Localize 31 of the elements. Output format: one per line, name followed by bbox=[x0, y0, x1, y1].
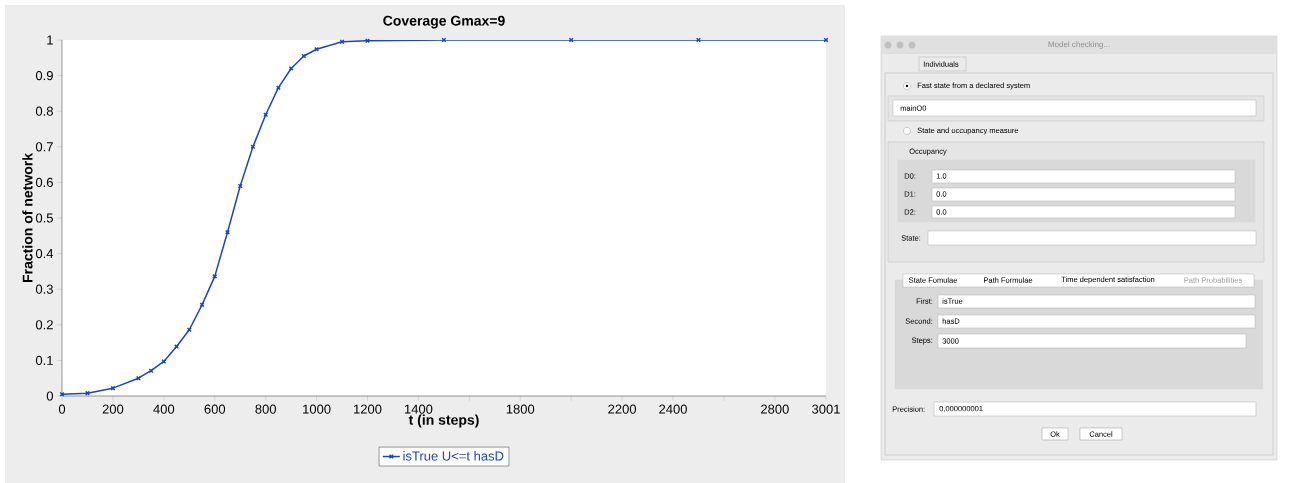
x-tick-label: 1400 bbox=[404, 404, 433, 414]
x-tick-label: 1000 bbox=[303, 404, 331, 414]
y-tick-label: 0.8 bbox=[35, 106, 53, 116]
y-tick-label: 0.3 bbox=[35, 284, 53, 294]
y-tick-label: 0.6 bbox=[35, 177, 53, 187]
point bbox=[174, 343, 180, 350]
y-tick-label: 0.9 bbox=[35, 70, 53, 81]
x-tick-label: 2400 bbox=[659, 404, 687, 414]
chart-title: Coverage Gmax=9 bbox=[383, 15, 505, 29]
x-tick-label: 2200 bbox=[608, 404, 637, 414]
x-tick-label: 3001 bbox=[812, 404, 840, 414]
y-tick-label: 0 bbox=[46, 391, 53, 401]
y-tick-label: 0.4 bbox=[35, 248, 54, 259]
x-tick-label: 200 bbox=[102, 404, 124, 414]
x-axis-title: t (in steps) bbox=[408, 414, 479, 428]
chart-title: Model checking... bbox=[1048, 41, 1110, 49]
y-axis-title: Fraction of network bbox=[22, 153, 33, 282]
y-tick-label: 1 bbox=[47, 35, 53, 45]
y-tick-label: 0.5 bbox=[35, 213, 53, 223]
x-tick-label: 2800 bbox=[761, 404, 789, 414]
x-tick-label: 800 bbox=[255, 404, 277, 414]
y-tick-label: 0.7 bbox=[35, 142, 53, 152]
x-tick-label: 1200 bbox=[354, 404, 382, 414]
point bbox=[263, 112, 269, 118]
x-tick-label: 400 bbox=[153, 404, 175, 414]
x-tick-label: 0 bbox=[58, 404, 66, 414]
y-tick-label: 0.1 bbox=[35, 355, 53, 365]
x-tick-label: 1800 bbox=[506, 404, 535, 414]
y-tick-label: 0.2 bbox=[35, 320, 53, 330]
x-tick-label: 600 bbox=[204, 404, 226, 414]
legend-label: isTrue U<=t hasD bbox=[403, 451, 504, 461]
